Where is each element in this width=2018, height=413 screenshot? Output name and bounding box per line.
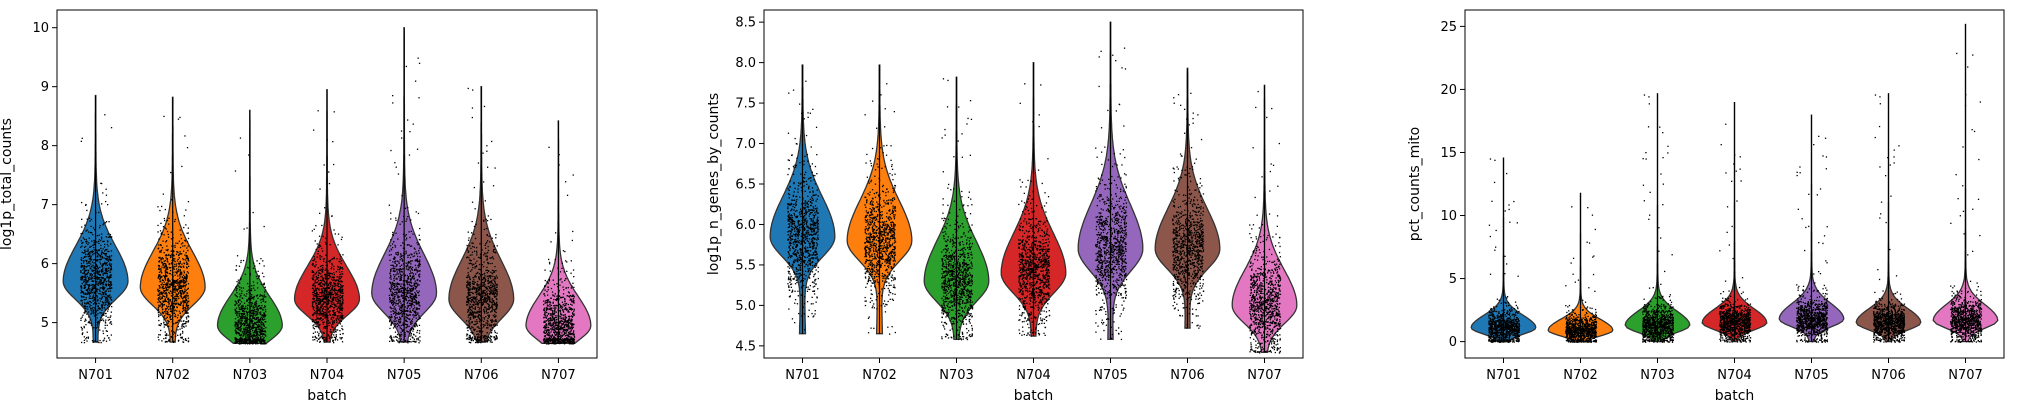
y-tick-label: 15	[1440, 146, 1457, 161]
y-tick-label: 9	[41, 80, 49, 95]
x-tick-label: N707	[1247, 368, 1282, 383]
y-tick-label: 7	[41, 198, 49, 213]
y-tick-label: 8	[41, 139, 49, 154]
x-tick-label: N702	[155, 368, 190, 383]
y-tick-label: 10	[32, 21, 49, 36]
plot-frame	[1464, 9, 2005, 359]
y-tick-label: 4.5	[735, 339, 756, 354]
violin-points-n702	[157, 97, 190, 343]
x-tick-label: N705	[387, 368, 422, 383]
violin-points-n702	[1565, 192, 1598, 343]
y-tick-label: 5	[1449, 272, 1457, 287]
x-tick-label: N704	[1717, 368, 1752, 383]
y-tick-label: 7.0	[735, 137, 756, 152]
y-tick-label: 20	[1440, 83, 1457, 98]
y-tick-label: 5.5	[735, 258, 756, 273]
y-tick-label: 0	[1449, 335, 1457, 350]
violin-points-n701	[787, 65, 820, 334]
violin-points-n705	[1095, 22, 1128, 341]
y-axis-label: log1p_n_genes_by_counts	[706, 93, 722, 275]
violin-points-n706	[465, 86, 498, 344]
y-tick-label: 5.0	[735, 299, 756, 314]
y-tick-label: 6	[41, 257, 49, 272]
violin-points-n705	[388, 27, 421, 344]
x-tick-label: N703	[939, 368, 974, 383]
x-tick-label: N701	[785, 368, 820, 383]
x-tick-label: N706	[464, 368, 499, 383]
violin-points-n704	[1719, 102, 1752, 343]
violin-points-n702	[864, 65, 897, 335]
y-tick-label: 6.5	[735, 178, 756, 193]
violin-points-n704	[1018, 62, 1051, 337]
chart-panel-2: N701 N702 N703 N704 N705 N706 N707 4.5 5.0 5.5 6.0…	[706, 9, 1304, 404]
y-tick-label: 25	[1440, 20, 1457, 35]
x-axis-label: batch	[1715, 388, 1755, 404]
violin-points-n701	[80, 95, 113, 344]
y-tick-label: 10	[1440, 209, 1457, 224]
x-tick-label: N707	[541, 368, 576, 383]
chart-panel-1: N701 N702 N703 N704 N705 N706 N707 5 6 7 8 9 10 batch…	[0, 9, 598, 404]
x-axis-label: batch	[307, 388, 347, 404]
y-tick-label: 8.0	[735, 56, 756, 71]
violin-points-n707	[1249, 85, 1282, 354]
y-tick-label: 5	[41, 316, 49, 331]
plot-frame	[763, 9, 1304, 359]
x-tick-label: N705	[1093, 368, 1128, 383]
violin-points-n705	[1796, 114, 1829, 343]
violin-points-n701	[1488, 157, 1521, 343]
x-tick-label: N707	[1948, 368, 1983, 383]
x-tick-label: N706	[1170, 368, 1205, 383]
x-tick-label: N701	[78, 368, 113, 383]
x-tick-label: N703	[1640, 368, 1675, 383]
x-tick-label: N706	[1871, 368, 1906, 383]
y-axis-label: pct_counts_mito	[1407, 127, 1423, 241]
plot-frame	[56, 9, 598, 359]
violin-points-n707	[543, 120, 576, 345]
y-axis-label: log1p_total_counts	[0, 118, 15, 250]
violin-points-n703	[1642, 93, 1675, 343]
violin-points-n706	[1172, 68, 1205, 329]
x-tick-label: N702	[1563, 368, 1598, 383]
x-tick-label: N703	[233, 368, 268, 383]
x-tick-label: N701	[1486, 368, 1521, 383]
chart-panel-3: N701 N702 N703 N704 N705 N706 N707 0 5 10 15 20 25 ba…	[1407, 9, 2005, 404]
x-tick-label: N704	[310, 368, 345, 383]
y-tick-label: 6.0	[735, 218, 756, 233]
violin-points-n703	[234, 110, 267, 345]
x-tick-label: N704	[1016, 368, 1051, 383]
violin-points-n703	[941, 77, 974, 341]
y-tick-label: 8.5	[735, 16, 756, 31]
violin-points-n704	[311, 89, 344, 344]
violin-points-n706	[1873, 93, 1906, 343]
violin-points-n707	[1950, 23, 1983, 343]
x-axis-label: batch	[1014, 388, 1054, 404]
x-tick-label: N705	[1794, 368, 1829, 383]
x-tick-label: N702	[862, 368, 897, 383]
y-tick-label: 7.5	[735, 97, 756, 112]
